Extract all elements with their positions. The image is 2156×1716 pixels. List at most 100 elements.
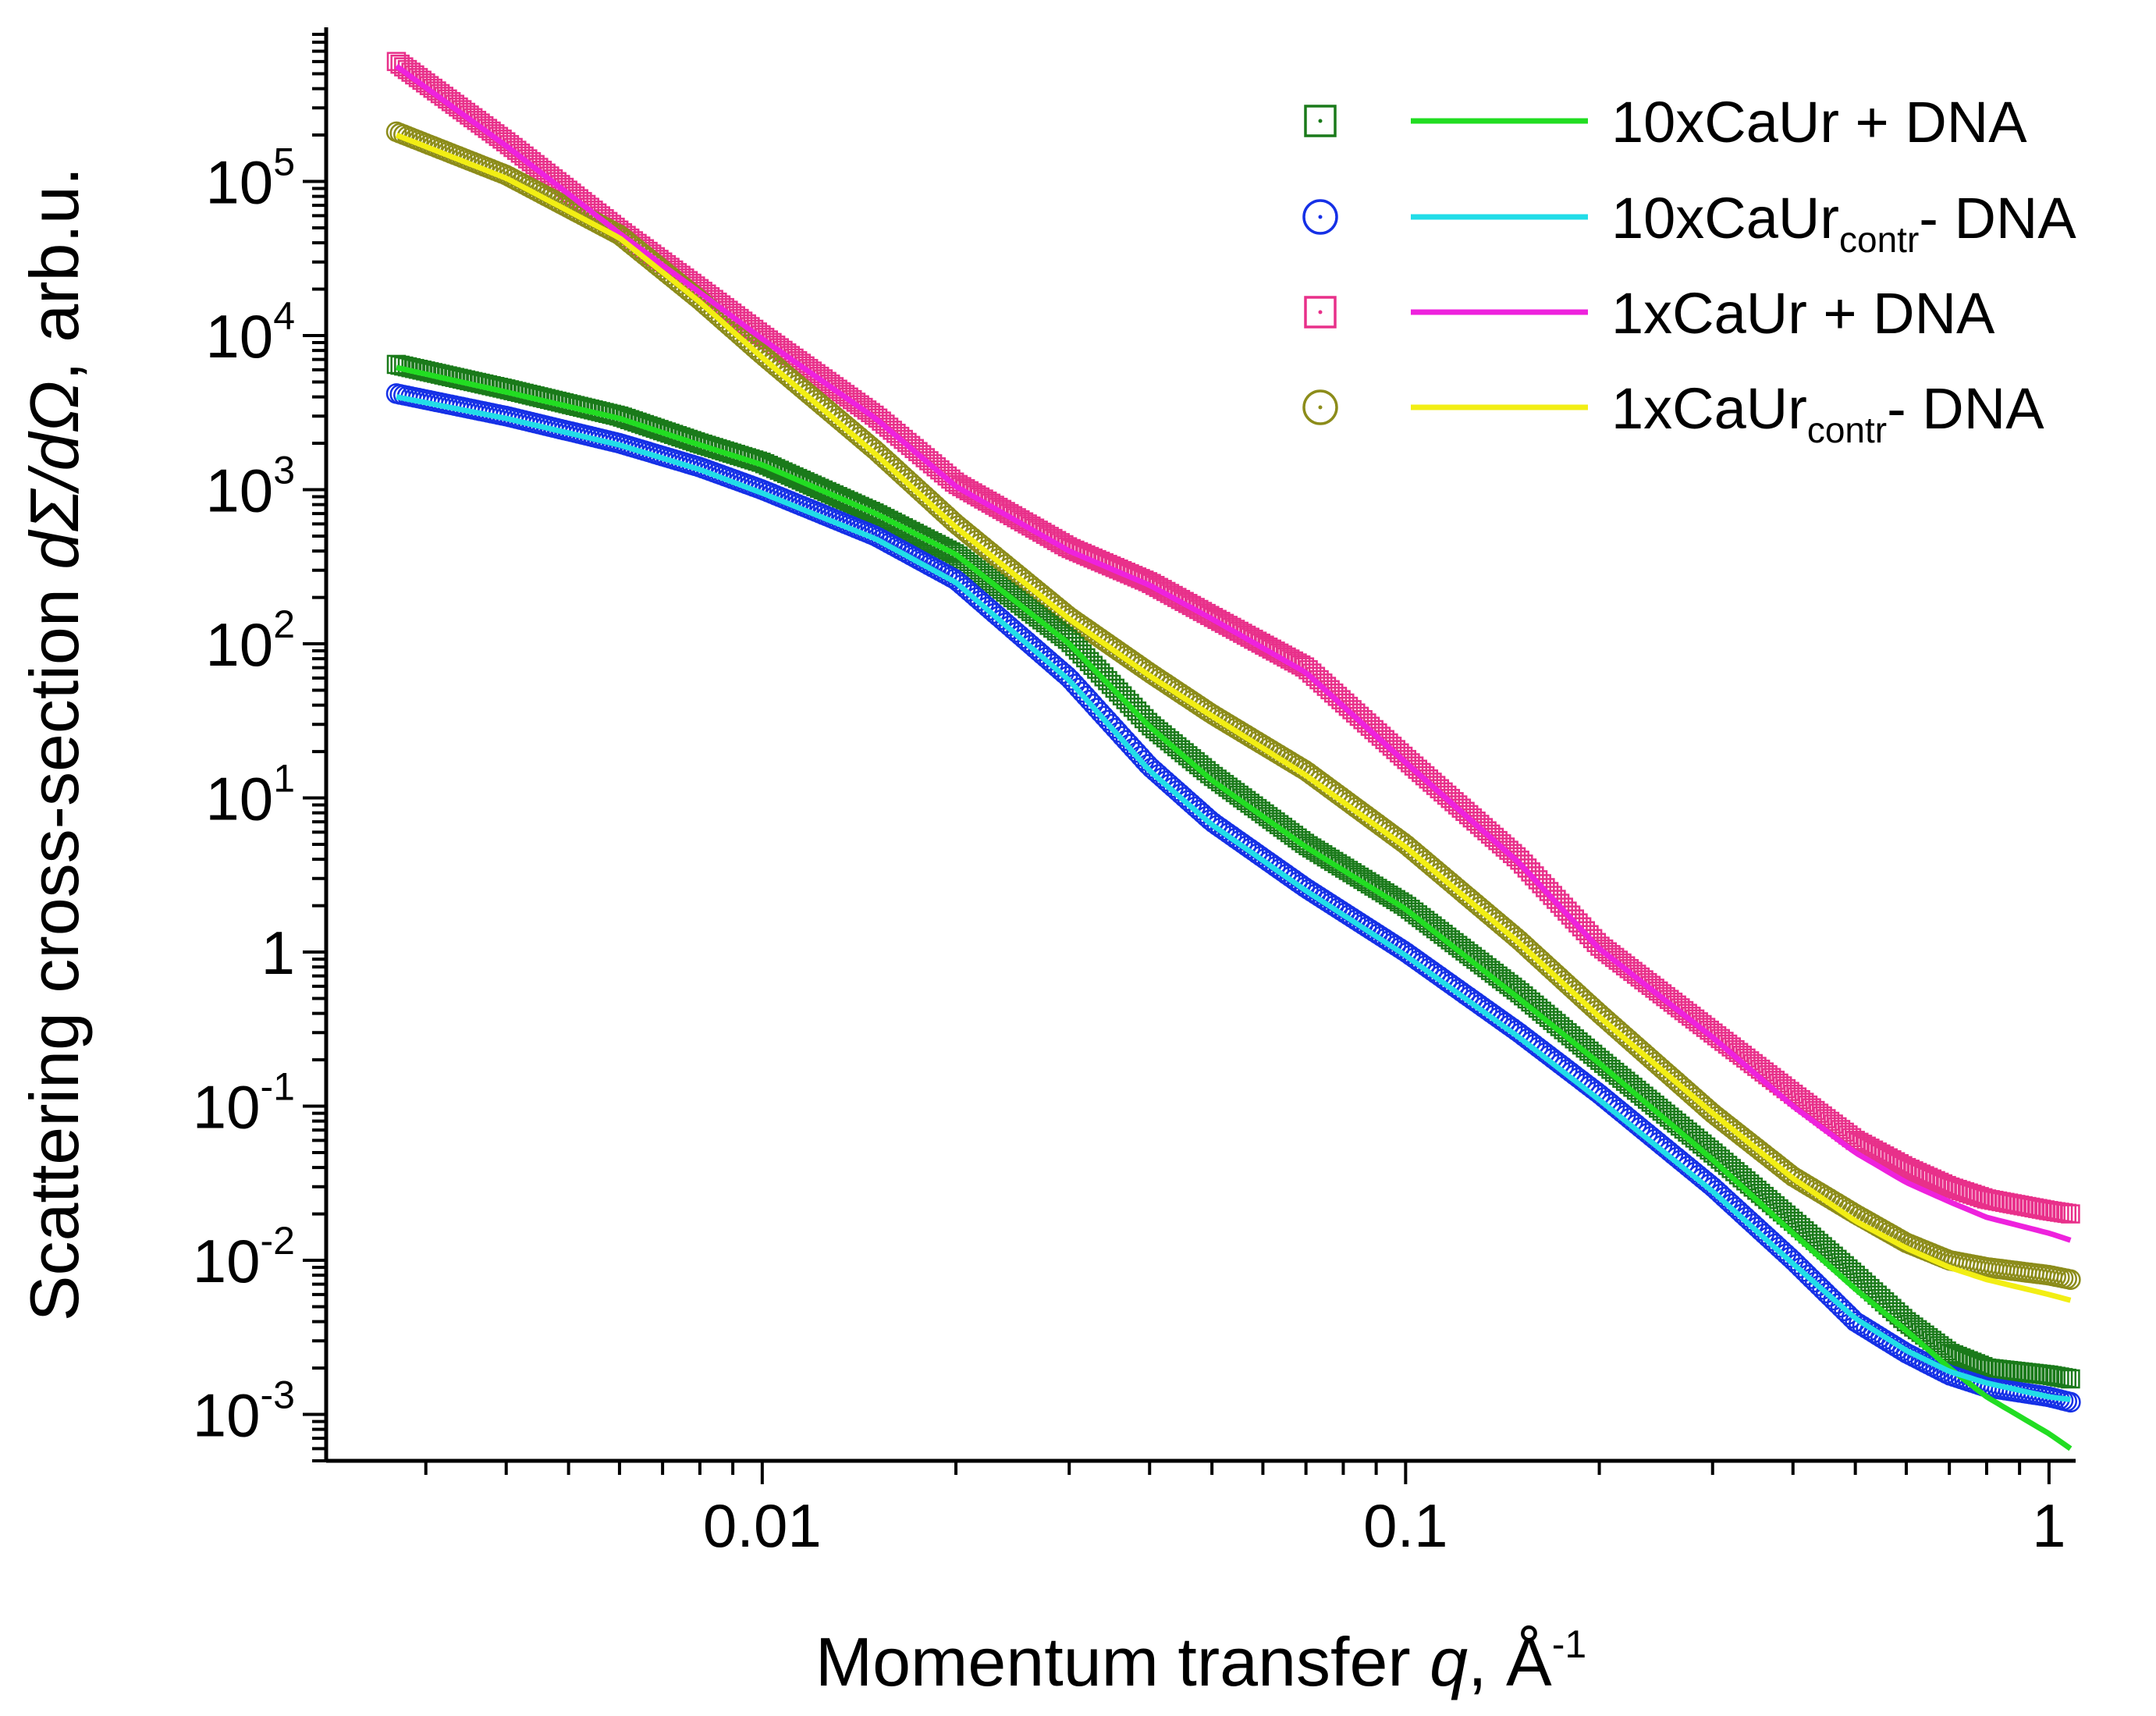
legend-marker-dot bbox=[1318, 310, 1323, 314]
y-tick-label: 104 bbox=[205, 294, 295, 371]
data-point bbox=[1915, 1166, 1934, 1185]
data-point bbox=[872, 506, 891, 527]
data-point bbox=[1951, 1348, 1971, 1368]
data-point bbox=[1115, 730, 1137, 751]
data-point bbox=[1966, 1185, 1986, 1206]
data-point bbox=[1082, 694, 1104, 715]
data-point bbox=[1889, 1153, 1909, 1174]
data-point bbox=[1097, 709, 1118, 731]
data-point bbox=[839, 492, 858, 511]
series-markers bbox=[386, 354, 2080, 1389]
data-point bbox=[1499, 840, 1518, 860]
data-point bbox=[1793, 1261, 1815, 1282]
data-point bbox=[1944, 1178, 1964, 1198]
data-point bbox=[1922, 1169, 1942, 1189]
data-point bbox=[1451, 798, 1472, 818]
data-point bbox=[1393, 746, 1413, 766]
y-tick-label: 10-1 bbox=[193, 1065, 295, 1142]
data-point bbox=[879, 510, 899, 530]
data-point bbox=[1801, 1268, 1822, 1289]
data-point bbox=[1775, 1160, 1797, 1181]
fit-line bbox=[394, 63, 2072, 1243]
data-point bbox=[1940, 1177, 1960, 1197]
data-point bbox=[1370, 815, 1392, 837]
data-point bbox=[1375, 730, 1394, 750]
data-point bbox=[893, 518, 913, 538]
data-point bbox=[930, 536, 950, 556]
data-point bbox=[926, 535, 947, 554]
data-point bbox=[1492, 834, 1511, 854]
data-point bbox=[1367, 813, 1388, 834]
data-point bbox=[1959, 1183, 1978, 1203]
fit-line bbox=[395, 132, 2072, 1303]
x-tick-label: 0.01 bbox=[703, 1491, 822, 1560]
data-point bbox=[1104, 718, 1126, 739]
data-point bbox=[1819, 1286, 1841, 1307]
data-point bbox=[1933, 1174, 1953, 1194]
data-point bbox=[1119, 734, 1140, 755]
data-point bbox=[1382, 737, 1402, 756]
data-point bbox=[1962, 1352, 1982, 1372]
data-point bbox=[1078, 690, 1100, 711]
data-point bbox=[890, 516, 910, 536]
data-point bbox=[857, 499, 877, 520]
data-point bbox=[1488, 830, 1508, 851]
data-point bbox=[1404, 756, 1424, 776]
data-point bbox=[1473, 818, 1494, 837]
x-axis-title: Momentum transfer q, Å-1 bbox=[815, 1622, 1586, 1700]
legend-entry: 1xCaUr + DNA bbox=[1304, 281, 1995, 346]
data-point bbox=[2061, 1204, 2080, 1224]
data-point bbox=[1966, 1354, 1986, 1373]
data-point bbox=[1363, 810, 1384, 832]
data-point bbox=[1130, 746, 1151, 767]
data-point bbox=[1199, 809, 1220, 830]
data-point bbox=[865, 503, 884, 523]
data-point bbox=[1812, 1278, 1833, 1300]
data-point bbox=[900, 521, 921, 542]
data-point bbox=[1423, 773, 1442, 792]
legend-label: 1xCaUr + DNA bbox=[1611, 281, 1995, 346]
data-point bbox=[1503, 844, 1522, 864]
data-point bbox=[1433, 782, 1453, 802]
legend-label: 10xCaUrcontr- DNA bbox=[1611, 186, 2076, 260]
data-point bbox=[1845, 1265, 1865, 1285]
data-point bbox=[850, 496, 869, 517]
data-point bbox=[1893, 1156, 1913, 1175]
data-point bbox=[2060, 1269, 2081, 1290]
data-point bbox=[1100, 713, 1122, 735]
data-point bbox=[1126, 741, 1148, 763]
data-point bbox=[1462, 808, 1483, 828]
data-point bbox=[1827, 1293, 1848, 1314]
data-point bbox=[1951, 1181, 1971, 1200]
data-point bbox=[1408, 759, 1428, 780]
data-point bbox=[886, 514, 906, 534]
axes bbox=[324, 27, 2076, 1463]
data-point bbox=[941, 469, 961, 489]
data-point bbox=[1444, 792, 1464, 812]
data-point bbox=[1397, 750, 1416, 769]
data-point bbox=[1386, 740, 1405, 759]
data-point bbox=[941, 542, 961, 562]
data-point bbox=[1111, 726, 1133, 747]
data-point bbox=[1419, 769, 1439, 789]
data-point bbox=[1385, 826, 1406, 847]
data-point bbox=[1907, 1163, 1927, 1182]
legend-marker bbox=[1302, 199, 1338, 235]
legend-marker-dot bbox=[1318, 119, 1323, 123]
data-point bbox=[904, 524, 924, 543]
data-point bbox=[1440, 788, 1461, 808]
data-point bbox=[1962, 1185, 1982, 1204]
x-tick-label: 0.1 bbox=[1363, 1491, 1447, 1560]
data-point bbox=[1823, 1289, 1844, 1311]
data-point bbox=[1838, 1259, 1858, 1279]
data-point bbox=[1447, 795, 1468, 815]
data-point bbox=[1437, 785, 1457, 805]
data-point bbox=[1948, 1179, 1967, 1199]
y-tick-label: 105 bbox=[205, 140, 295, 217]
data-point bbox=[1477, 821, 1497, 840]
y-tick-label: 1 bbox=[261, 918, 295, 987]
fit-line bbox=[396, 364, 2073, 1451]
data-point bbox=[1506, 847, 1526, 867]
y-axis-title-suffix: , arb.u. bbox=[16, 167, 93, 381]
data-point bbox=[1054, 627, 1074, 646]
